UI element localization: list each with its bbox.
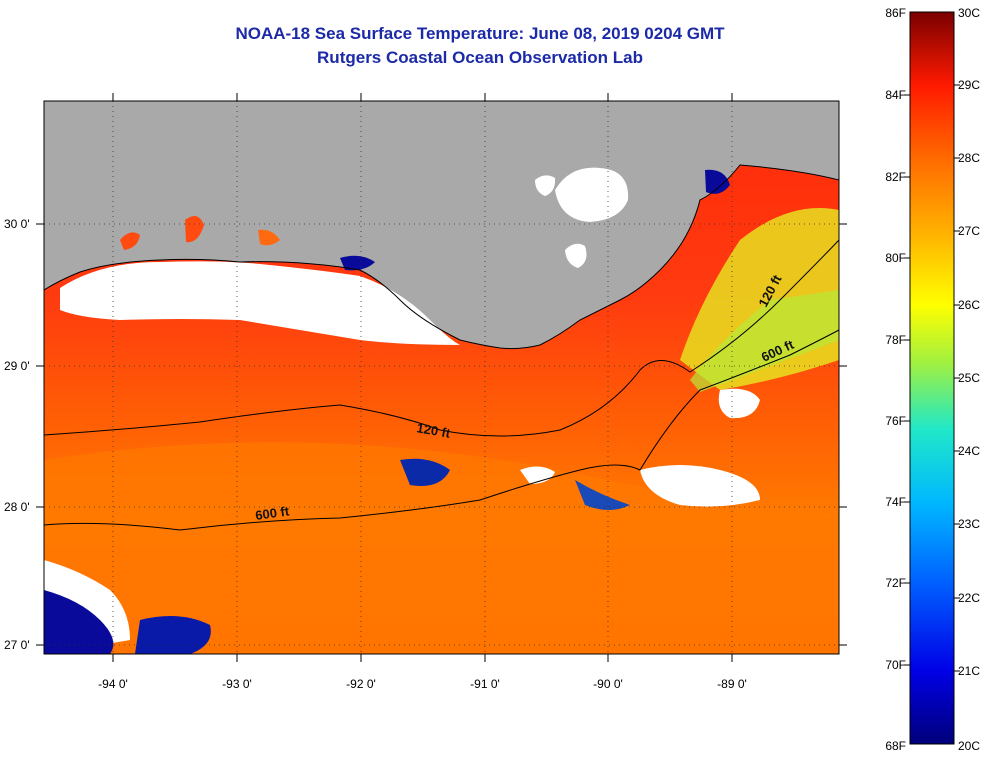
colorbar-label-f: 82F <box>885 170 906 184</box>
warm-lake-3 <box>258 229 280 246</box>
map-border <box>43 100 840 655</box>
colorbar-ticks <box>904 84 960 672</box>
contour-label-120-west: 120 ft <box>415 420 452 441</box>
cloud-east-2 <box>718 388 760 419</box>
cloud-coast <box>60 261 460 345</box>
cloud-lake <box>555 167 629 222</box>
colorbar-label-f: 78F <box>885 333 906 347</box>
graticule <box>44 101 839 654</box>
colorbar-label-c: 23C <box>958 517 981 531</box>
colorbar-label-c: 22C <box>958 591 981 605</box>
map-subtitle: Rutgers Coastal Ocean Observation Lab <box>317 48 643 67</box>
y-tick-label: 28 0' <box>4 500 30 514</box>
warm-lake-2 <box>185 216 204 243</box>
cloud-east <box>640 465 760 507</box>
warm-band <box>44 442 839 654</box>
colorbar-label-c: 29C <box>958 78 981 92</box>
colorbar-label-f: 80F <box>885 251 906 265</box>
colorbar-label-c: 24C <box>958 444 981 458</box>
colorbar-label-f: 84F <box>885 88 906 102</box>
cloud-inland <box>565 243 587 268</box>
colorbar-label-c: 20C <box>958 739 981 753</box>
x-tick-label: -89 0' <box>717 677 747 691</box>
warm-lake-1 <box>120 232 140 250</box>
x-tick-label: -93 0' <box>222 677 252 691</box>
colorbar-label-c: 30C <box>958 6 981 20</box>
cold-mid-2 <box>575 480 630 510</box>
x-tick-label: -90 0' <box>593 677 623 691</box>
contour-label-600-west: 600 ft <box>254 503 290 523</box>
y-tick-label: 30 0' <box>4 217 30 231</box>
cold-sw <box>44 590 114 654</box>
x-tick-label: -94 0' <box>98 677 128 691</box>
colorbar-label-c: 21C <box>958 664 981 678</box>
isobath-120ft <box>44 239 839 437</box>
colorbar-label-f: 74F <box>885 495 906 509</box>
x-tick-label: -91 0' <box>470 677 500 691</box>
cloud-lake-2 <box>535 175 556 196</box>
land <box>44 101 839 349</box>
colorbar-label-f: 72F <box>885 576 906 590</box>
x-tick-label: -92 0' <box>346 677 376 691</box>
colorbar-label-c: 28C <box>958 151 981 165</box>
cool-region-east-2 <box>690 290 839 392</box>
axis-ticks <box>36 93 847 662</box>
isobath-600ft <box>44 329 839 531</box>
map-title: NOAA-18 Sea Surface Temperature: June 08… <box>235 24 725 43</box>
map-frame: 120 ft 600 ft 120 ft 600 ft <box>44 101 839 654</box>
colorbar-label-f: 70F <box>885 658 906 672</box>
colorbar-label-f: 68F <box>885 739 906 753</box>
cold-ne <box>705 169 730 194</box>
y-tick-label: 29 0' <box>4 359 30 373</box>
cold-mid <box>400 458 450 486</box>
colorbar-label-c: 26C <box>958 298 981 312</box>
cold-coast <box>340 255 375 271</box>
colorbar-label-c: 25C <box>958 371 981 385</box>
colorbar-label-f: 76F <box>885 414 906 428</box>
colorbar <box>909 11 955 745</box>
colorbar-label-c: 27C <box>958 224 981 238</box>
colorbar-label-f: 86F <box>885 6 906 20</box>
coastline <box>44 164 839 350</box>
y-tick-label: 27 0' <box>4 638 30 652</box>
cold-sw-2 <box>135 616 211 654</box>
